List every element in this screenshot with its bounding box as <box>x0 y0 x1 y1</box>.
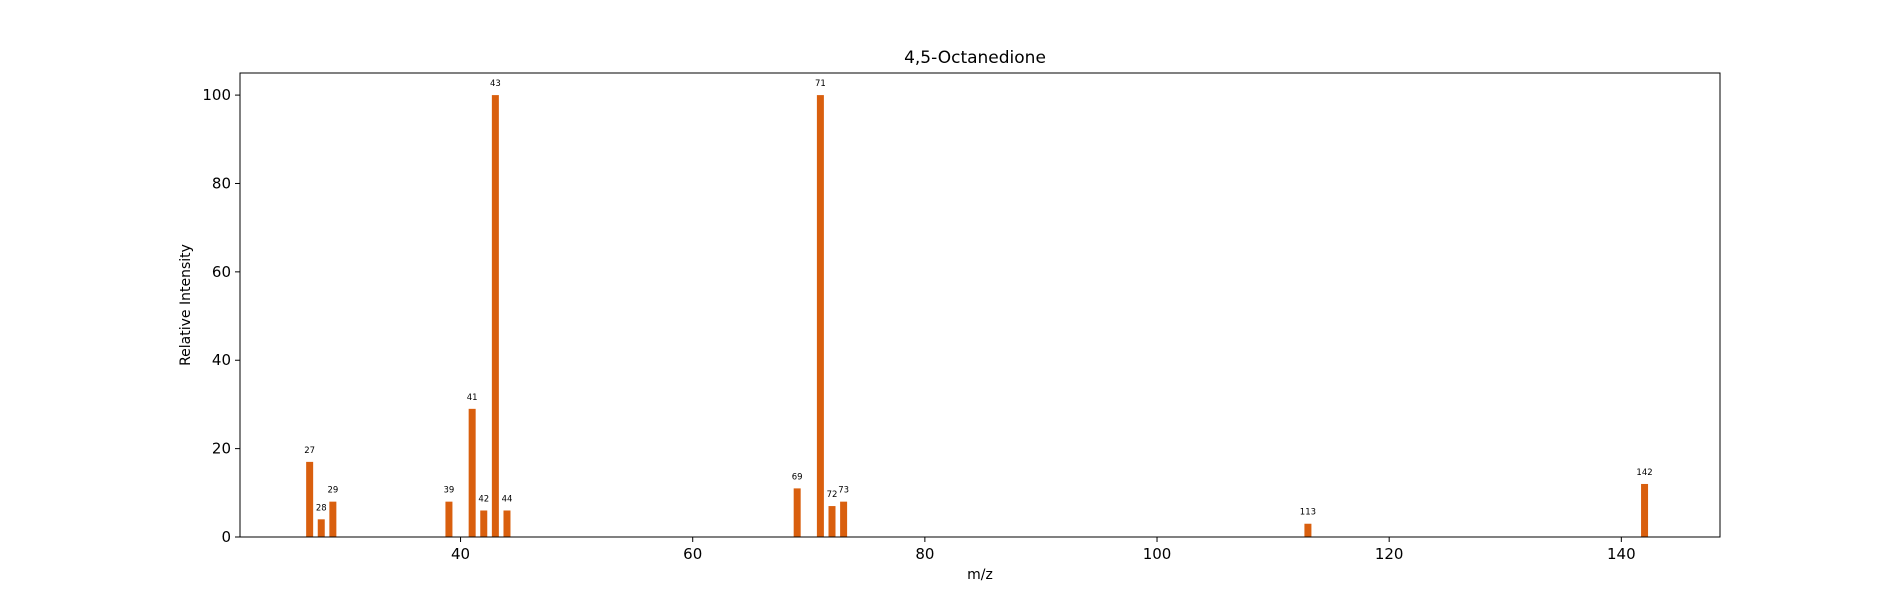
bar-label-mz-28: 28 <box>316 503 327 513</box>
x-axis-title: m/z <box>967 567 993 583</box>
y-tick-label-40: 40 <box>212 351 231 369</box>
bar-label-mz-43: 43 <box>490 79 501 89</box>
x-tick-label-60: 60 <box>683 545 702 563</box>
bar-mz-69 <box>793 488 801 537</box>
y-tick-label-0: 0 <box>221 528 231 546</box>
bar-mz-72 <box>828 506 836 537</box>
bar-label-mz-29: 29 <box>327 486 338 496</box>
bar-label-mz-142: 142 <box>1636 468 1652 478</box>
bar-mz-43 <box>491 95 499 537</box>
bar-label-mz-27: 27 <box>304 446 315 456</box>
x-tick-label-140: 140 <box>1607 545 1636 563</box>
x-tick-label-120: 120 <box>1375 545 1404 563</box>
x-axis: 40 60 80 100 120 140 <box>451 537 1636 563</box>
bar-label-mz-72: 72 <box>827 490 838 500</box>
chart-title: 4,5-Octanedione <box>904 48 1046 68</box>
bar-label-mz-69: 69 <box>792 472 803 482</box>
bar-label-mz-73: 73 <box>838 486 849 496</box>
bar-mz-142 <box>1641 483 1649 537</box>
bar-mz-27 <box>306 461 314 537</box>
x-tick-label-100: 100 <box>1143 545 1172 563</box>
bar-mz-42 <box>480 510 488 537</box>
bar-mz-113 <box>1304 523 1312 537</box>
bar-mz-73 <box>840 501 848 537</box>
bar-label-mz-41: 41 <box>467 393 478 403</box>
bar-mz-44 <box>503 510 511 537</box>
bar-label-mz-71: 71 <box>815 79 826 89</box>
bar-mz-39 <box>445 501 453 537</box>
plot-frame <box>239 72 1721 538</box>
y-tick-label-80: 80 <box>212 174 231 192</box>
bar-mz-29 <box>329 501 337 537</box>
bar-mz-28 <box>317 519 325 537</box>
bars-layer <box>306 95 1649 537</box>
x-tick-label-80: 80 <box>915 545 934 563</box>
y-tick-label-60: 60 <box>212 263 231 281</box>
bar-label-mz-44: 44 <box>502 494 513 504</box>
y-axis: 0 20 40 60 80 100 <box>202 86 240 546</box>
y-tick-label-20: 20 <box>212 440 231 458</box>
bar-label-mz-113: 113 <box>1300 508 1316 518</box>
y-axis-title: Relative Intensity <box>178 244 194 366</box>
x-tick-label-40: 40 <box>451 545 470 563</box>
bar-label-mz-39: 39 <box>444 486 455 496</box>
y-tick-label-100: 100 <box>202 86 231 104</box>
bar-mz-71 <box>816 95 824 537</box>
bar-mz-41 <box>468 408 476 537</box>
bar-label-mz-42: 42 <box>478 494 489 504</box>
